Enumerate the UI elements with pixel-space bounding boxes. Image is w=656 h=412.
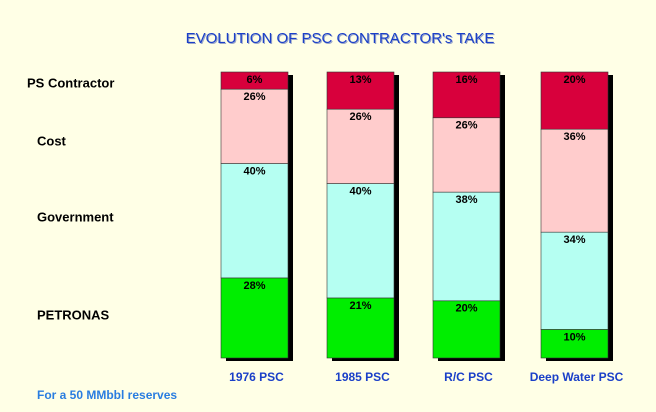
value-label: 38% [455,194,477,206]
x-tick-label: Deep Water PSC [530,370,624,384]
x-tick-label: 1976 PSC [229,370,284,384]
value-label: 40% [243,165,265,177]
value-label: 20% [455,303,477,315]
bar-segment [220,71,289,90]
value-label: 16% [455,74,477,86]
value-label: 26% [349,111,371,123]
value-label: 26% [243,91,265,103]
value-label: 6% [247,74,263,86]
bar-segment [432,300,501,359]
value-label: 40% [349,185,371,197]
bar-segment [540,231,609,330]
value-label: 13% [349,74,371,86]
bar-segment [540,71,609,130]
legend-label: Government [37,209,114,224]
bar-segment [326,183,395,299]
chart-title-shadow: EVOLUTION OF PSC CONTRACTOR's TAKE [187,31,496,48]
bar-segment [220,163,289,279]
bar-segment [220,88,289,164]
bar-segment [540,329,609,359]
bar-segment [432,191,501,302]
value-label: 36% [563,131,585,143]
bar-segment [432,117,501,193]
value-label: 21% [349,300,371,312]
bar-segment [220,277,289,359]
chart-title: EVOLUTION OF PSC CONTRACTOR's TAKE [186,30,495,47]
legend-label: PETRONAS [37,307,110,322]
x-tick-label: 1985 PSC [335,370,390,384]
value-label: 26% [455,120,477,132]
footnote: For a 50 MMbbl reserves [37,388,177,402]
value-label: 20% [563,74,585,86]
x-tick-label: R/C PSC [444,370,493,384]
bar-segment [540,128,609,233]
value-label: 28% [243,280,265,292]
legend-label: PS Contractor [27,75,114,90]
value-label: 10% [563,331,585,343]
value-label: 34% [563,234,585,246]
bar-segment [432,71,501,119]
legend-label: Cost [37,133,67,148]
bar-segment [326,71,395,110]
